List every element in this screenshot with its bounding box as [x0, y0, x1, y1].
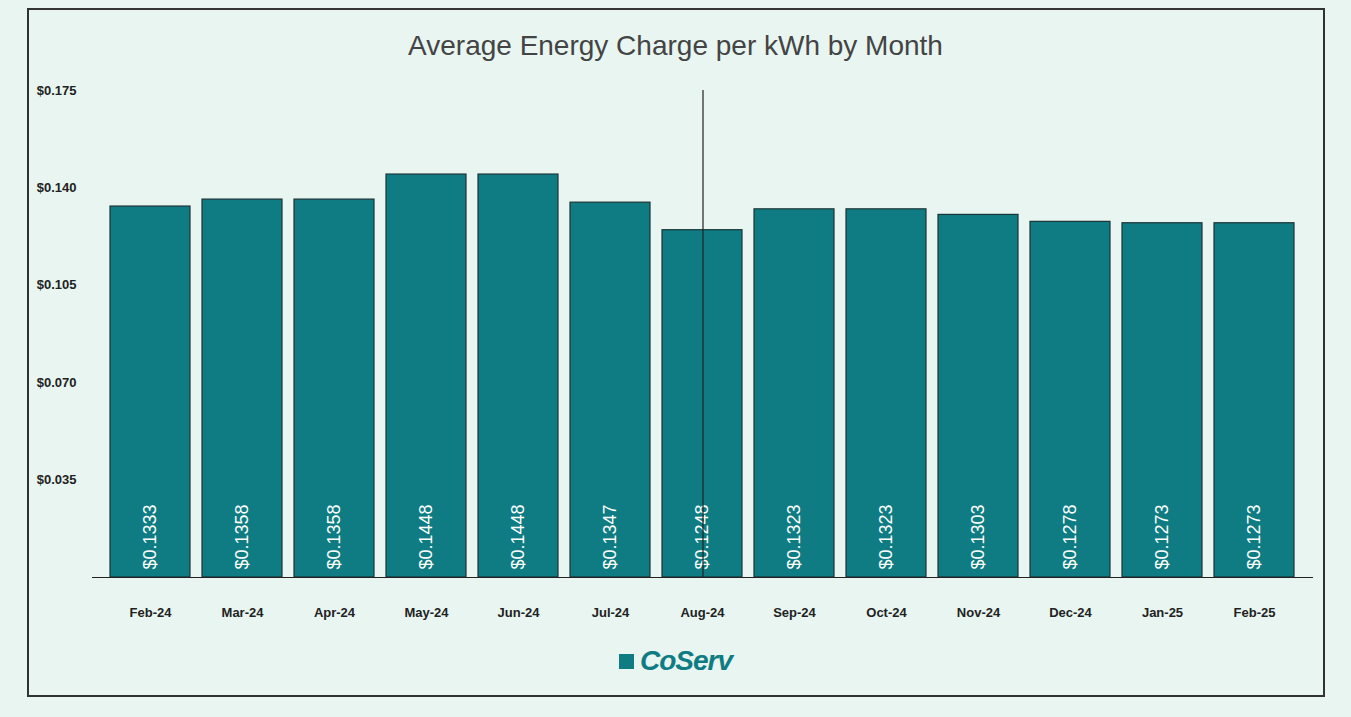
svg-text:Dec-24: Dec-24	[1049, 605, 1092, 620]
svg-text:$0.1448: $0.1448	[508, 504, 528, 569]
svg-text:Aug-24: Aug-24	[680, 605, 725, 620]
svg-text:$0.1278: $0.1278	[1060, 504, 1080, 569]
svg-text:$0.070: $0.070	[37, 375, 77, 390]
svg-text:Apr-24: Apr-24	[314, 605, 356, 620]
svg-text:$0.1358: $0.1358	[324, 504, 344, 569]
svg-text:$0.1323: $0.1323	[784, 504, 804, 569]
svg-text:Oct-24: Oct-24	[866, 605, 907, 620]
svg-text:$0.035: $0.035	[37, 472, 77, 487]
svg-text:Jun-24: Jun-24	[498, 605, 541, 620]
svg-text:Jan-25: Jan-25	[1142, 605, 1183, 620]
svg-text:$0.1333: $0.1333	[140, 504, 160, 569]
svg-text:Jul-24: Jul-24	[592, 605, 630, 620]
svg-text:Nov-24: Nov-24	[957, 605, 1001, 620]
svg-text:$0.1323: $0.1323	[876, 504, 896, 569]
svg-text:$0.1273: $0.1273	[1244, 504, 1264, 569]
svg-text:$0.175: $0.175	[37, 83, 77, 98]
svg-text:$0.1347: $0.1347	[600, 504, 620, 569]
svg-text:Feb-24: Feb-24	[130, 605, 173, 620]
html-text:CoServ: CoServ	[640, 645, 732, 676]
svg-text:$0.1358: $0.1358	[232, 504, 252, 569]
svg-text:$0.1248: $0.1248	[692, 504, 712, 569]
svg-text:Mar-24: Mar-24	[222, 605, 265, 620]
svg-text:$0.140: $0.140	[37, 180, 77, 195]
html-text:Average Energy Charge per kWh: Average Energy Charge per kWh by Month	[408, 30, 943, 61]
svg-text:$0.105: $0.105	[37, 277, 77, 292]
svg-text:$0.1303: $0.1303	[968, 504, 988, 569]
svg-text:Sep-24: Sep-24	[773, 605, 816, 620]
svg-text:May-24: May-24	[404, 605, 449, 620]
svg-text:$0.1448: $0.1448	[416, 504, 436, 569]
svg-text:Feb-25: Feb-25	[1234, 605, 1276, 620]
svg-text:$0.1273: $0.1273	[1152, 504, 1172, 569]
